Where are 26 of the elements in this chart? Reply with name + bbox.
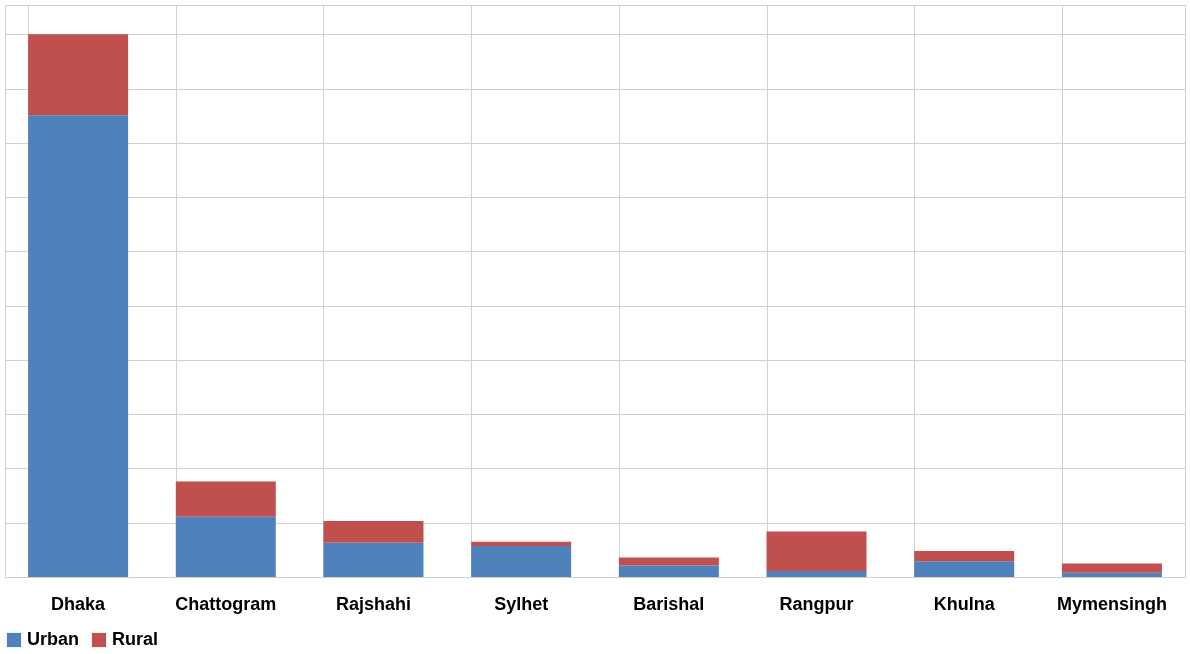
x-tick-label: Khulna: [933, 593, 996, 614]
x-tick-label: Rajshahi: [335, 593, 411, 614]
bar: [618, 565, 719, 577]
x-tick-label: Mymensingh: [1056, 593, 1167, 614]
legend-label: Rural: [112, 629, 159, 649]
bar: [175, 481, 276, 517]
bar: [618, 557, 719, 566]
x-tick-label: Dhaka: [51, 593, 107, 614]
bar: [175, 516, 276, 577]
x-tick-label: Barishal: [633, 593, 705, 614]
bar: [914, 561, 1015, 577]
bar: [1061, 572, 1162, 577]
bar: [28, 34, 129, 116]
bar: [766, 571, 867, 577]
bar: [471, 546, 572, 577]
x-tick-label: Sylhet: [494, 593, 549, 614]
x-tick-label: Rangpur: [779, 593, 854, 614]
bar: [914, 550, 1015, 562]
legend-label: Urban: [27, 629, 80, 649]
bar: [471, 541, 572, 547]
bar: [323, 542, 424, 577]
bar: [1061, 563, 1162, 573]
bar: [28, 115, 129, 577]
x-tick-label: Chattogram: [175, 593, 277, 614]
bar: [766, 531, 867, 572]
bar: [323, 521, 424, 543]
